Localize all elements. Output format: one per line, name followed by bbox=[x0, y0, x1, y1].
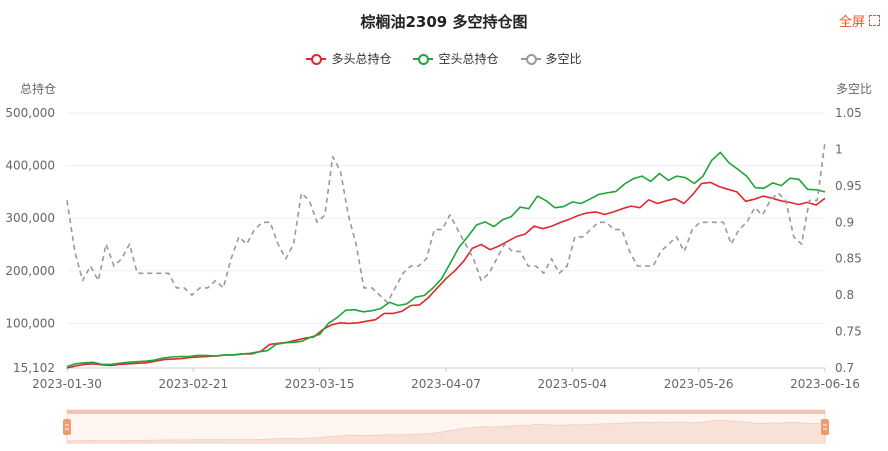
zoom-handle-left[interactable] bbox=[63, 419, 71, 435]
legend-item-short[interactable]: 空头总持仓 bbox=[413, 50, 499, 67]
legend-marker-short bbox=[413, 53, 434, 65]
chart-title: 棕榈油2309 多空持仓图 bbox=[360, 13, 528, 31]
y-right-tick-label: 1 bbox=[835, 142, 843, 156]
y-right-tick-label: 0.8 bbox=[835, 288, 854, 302]
y-left-tick-label: 100,000 bbox=[5, 316, 55, 330]
expand-icon bbox=[869, 15, 880, 26]
series-line-long bbox=[66, 181, 826, 369]
y-right-tick-label: 0.85 bbox=[835, 252, 862, 266]
y-right-tick-label: 0.75 bbox=[835, 325, 862, 339]
x-tick-label: 2023-02-21 bbox=[158, 377, 228, 391]
y-right-tick-label: 0.95 bbox=[835, 179, 862, 193]
y-right-tick-label: 0.7 bbox=[835, 361, 854, 375]
zoom-slider-selection[interactable] bbox=[67, 410, 825, 414]
zoom-slider-preview bbox=[66, 419, 826, 444]
x-tick-label: 2023-05-26 bbox=[664, 377, 734, 391]
zoom-handle-right[interactable] bbox=[821, 419, 829, 435]
fullscreen-label: 全屏 bbox=[838, 15, 865, 30]
legend-item-ratio[interactable]: 多空比 bbox=[520, 50, 582, 67]
fullscreen-button[interactable]: 全屏 bbox=[839, 11, 880, 30]
legend-label-ratio: 多空比 bbox=[545, 52, 582, 66]
legend-marker-long bbox=[306, 53, 327, 65]
x-tick-label: 2023-03-15 bbox=[285, 377, 355, 391]
y-axis-right-title: 多空比 bbox=[835, 82, 872, 96]
x-tick-label: 2023-01-30 bbox=[32, 377, 102, 391]
legend-item-long[interactable]: 多头总持仓 bbox=[306, 50, 391, 67]
legend: 多头总持仓 空头总持仓 多空比 bbox=[0, 50, 888, 67]
series-line-short bbox=[66, 151, 826, 368]
y-axis-left-title: 总持仓 bbox=[20, 82, 57, 96]
y-left-tick-label: 500,000 bbox=[5, 106, 55, 120]
y-left-tick-label: 400,000 bbox=[5, 159, 55, 173]
y-left-tick-label: 15,102 bbox=[13, 361, 55, 375]
series-line-ratio bbox=[66, 141, 826, 304]
legend-label-long: 多头总持仓 bbox=[331, 52, 392, 66]
x-tick-label: 2023-05-04 bbox=[537, 377, 607, 391]
legend-label-short: 空头总持仓 bbox=[438, 52, 499, 66]
legend-marker-ratio bbox=[520, 53, 541, 65]
y-left-tick-label: 300,000 bbox=[5, 211, 55, 225]
x-tick-label: 2023-06-16 bbox=[790, 377, 860, 391]
y-right-tick-label: 1.05 bbox=[835, 106, 862, 120]
x-tick-label: 2023-04-07 bbox=[411, 377, 481, 391]
y-left-tick-label: 200,000 bbox=[5, 264, 55, 278]
y-right-tick-label: 0.9 bbox=[835, 215, 854, 229]
